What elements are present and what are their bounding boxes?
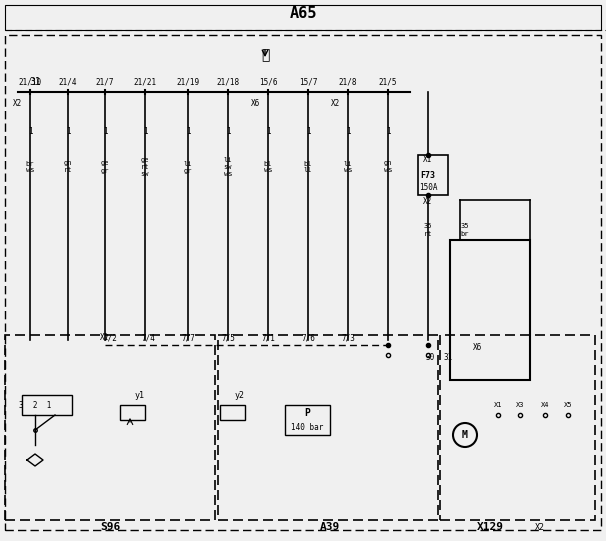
Bar bbox=[440, 335, 595, 520]
Text: M: M bbox=[462, 430, 468, 440]
Text: 31: 31 bbox=[444, 353, 453, 362]
Bar bbox=[120, 405, 145, 420]
Text: 15/6: 15/6 bbox=[259, 77, 278, 87]
Text: 1: 1 bbox=[305, 128, 310, 136]
Text: 35
rt: 35 rt bbox=[424, 223, 432, 236]
Text: X6: X6 bbox=[251, 100, 261, 109]
Text: 1: 1 bbox=[385, 128, 390, 136]
Text: 30: 30 bbox=[425, 353, 435, 362]
Text: 31: 31 bbox=[29, 77, 41, 87]
Text: 1: 1 bbox=[345, 128, 350, 136]
Text: 21/8: 21/8 bbox=[339, 77, 358, 87]
Text: gn
ws: gn ws bbox=[384, 161, 392, 174]
Text: 140 bar: 140 bar bbox=[291, 423, 323, 432]
Text: 35
br: 35 br bbox=[461, 223, 469, 236]
Text: F73: F73 bbox=[421, 170, 436, 180]
Text: 21/21: 21/21 bbox=[133, 77, 156, 87]
Text: X1: X1 bbox=[101, 333, 110, 342]
Text: 1: 1 bbox=[65, 128, 70, 136]
Text: A65: A65 bbox=[289, 6, 317, 22]
Text: X2: X2 bbox=[535, 523, 545, 531]
Bar bbox=[220, 405, 245, 420]
Text: 21/7: 21/7 bbox=[96, 77, 115, 87]
Text: 1: 1 bbox=[102, 128, 107, 136]
Text: S96: S96 bbox=[100, 522, 120, 532]
Text: 21/4: 21/4 bbox=[59, 77, 77, 87]
Bar bbox=[218, 335, 438, 520]
Text: X3: X3 bbox=[516, 402, 524, 408]
Text: 21/18: 21/18 bbox=[216, 77, 239, 87]
Text: ge
gr: ge gr bbox=[101, 161, 109, 174]
Text: 1: 1 bbox=[265, 128, 270, 136]
Text: 7/1: 7/1 bbox=[261, 333, 275, 342]
Text: X1: X1 bbox=[494, 402, 502, 408]
Text: 1: 1 bbox=[225, 128, 230, 136]
Text: 21/10: 21/10 bbox=[18, 77, 42, 87]
Text: li
ws: li ws bbox=[344, 161, 352, 174]
Text: y2: y2 bbox=[235, 391, 245, 399]
Bar bbox=[5, 5, 601, 30]
Text: 7/6: 7/6 bbox=[301, 333, 315, 342]
Text: ge
rt
sw: ge rt sw bbox=[141, 157, 149, 177]
Text: 150A: 150A bbox=[419, 183, 438, 193]
Bar bbox=[22, 395, 72, 415]
Text: 7/2: 7/2 bbox=[103, 333, 117, 342]
Text: 7/5: 7/5 bbox=[221, 333, 235, 342]
Text: X2: X2 bbox=[331, 100, 341, 109]
Bar bbox=[418, 155, 448, 195]
Text: ⏚: ⏚ bbox=[261, 48, 269, 62]
Bar bbox=[450, 240, 530, 380]
Text: X2: X2 bbox=[424, 197, 433, 207]
Text: X5: X5 bbox=[564, 402, 572, 408]
Text: br
ws: br ws bbox=[25, 161, 35, 174]
Text: X129: X129 bbox=[476, 522, 504, 532]
Text: bl
ws: bl ws bbox=[264, 161, 272, 174]
Text: 3  2  1: 3 2 1 bbox=[19, 400, 51, 410]
Text: 7/3: 7/3 bbox=[341, 333, 355, 342]
Text: 1: 1 bbox=[28, 128, 32, 136]
Text: 21/19: 21/19 bbox=[176, 77, 199, 87]
Text: 15/7: 15/7 bbox=[299, 77, 318, 87]
Text: 21/5: 21/5 bbox=[379, 77, 398, 87]
Text: X4: X4 bbox=[541, 402, 549, 408]
Text: 7/4: 7/4 bbox=[141, 333, 155, 342]
Text: P: P bbox=[304, 408, 310, 418]
Text: A39: A39 bbox=[320, 522, 340, 532]
Text: X2: X2 bbox=[13, 100, 22, 109]
Text: y1: y1 bbox=[135, 391, 145, 399]
Text: gn
rt: gn rt bbox=[64, 161, 72, 174]
Text: X6: X6 bbox=[473, 342, 482, 352]
Text: X1: X1 bbox=[424, 155, 433, 164]
Text: 1: 1 bbox=[185, 128, 190, 136]
Bar bbox=[5, 335, 215, 520]
Text: 1: 1 bbox=[142, 128, 147, 136]
Text: 7/7: 7/7 bbox=[181, 333, 195, 342]
Text: li
sw
ws: li sw ws bbox=[224, 157, 232, 177]
Text: bl
ll: bl ll bbox=[304, 161, 312, 174]
Text: li
gr: li gr bbox=[184, 161, 192, 174]
Bar bbox=[285, 405, 330, 435]
